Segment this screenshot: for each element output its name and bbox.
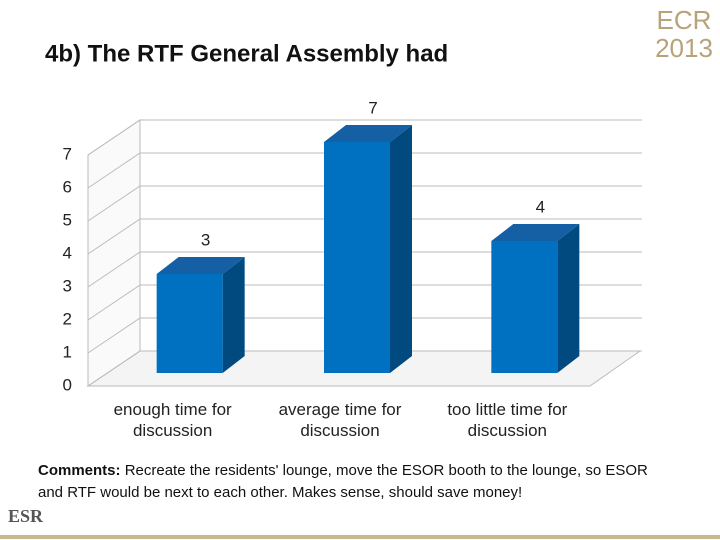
comment-label: Comments: bbox=[38, 462, 121, 479]
data-label: 3 bbox=[201, 230, 210, 249]
y-tick-label: 6 bbox=[63, 177, 72, 196]
data-label: 7 bbox=[368, 98, 377, 117]
grid-line bbox=[87, 284, 642, 321]
logo-ecr: ECR bbox=[657, 5, 712, 35]
bar-side bbox=[222, 257, 245, 373]
y-tick-label: 1 bbox=[63, 342, 72, 361]
chart-side-wall bbox=[87, 119, 141, 387]
bar-top bbox=[491, 224, 580, 241]
y-tick-label: 3 bbox=[63, 276, 72, 295]
y-tick-label: 5 bbox=[63, 210, 72, 229]
grid-line bbox=[87, 185, 642, 222]
y-tick-label: 7 bbox=[63, 144, 72, 163]
bar-front bbox=[491, 241, 558, 373]
x-tick-label: enough time for discussion bbox=[113, 400, 232, 440]
chart-title: 4b) The RTF General Assembly had bbox=[45, 40, 448, 67]
grid-line bbox=[87, 152, 642, 189]
grid-line bbox=[87, 251, 642, 288]
bar-front bbox=[156, 274, 223, 373]
y-tick-label: 4 bbox=[63, 243, 72, 262]
comment-text: Recreate the residents' lounge, move the… bbox=[38, 462, 648, 501]
comment: Comments: Recreate the residents' lounge… bbox=[38, 460, 658, 504]
x-tick-label: too little time for discussion bbox=[447, 400, 568, 440]
bar bbox=[324, 125, 412, 373]
bar-side bbox=[390, 125, 412, 373]
grid-line bbox=[87, 119, 642, 156]
grid-line bbox=[87, 317, 642, 354]
x-tick-label: average time for discussion bbox=[278, 400, 402, 440]
grid-line bbox=[87, 218, 642, 255]
data-label: 4 bbox=[536, 197, 545, 216]
logo-esr: ESR bbox=[8, 506, 44, 526]
logo-year: 2013 bbox=[655, 33, 713, 63]
bar-top bbox=[156, 257, 245, 274]
bar bbox=[491, 224, 580, 373]
bar-front bbox=[324, 142, 390, 373]
bar-side bbox=[557, 224, 580, 373]
y-tick-label: 2 bbox=[63, 309, 72, 328]
bar bbox=[156, 257, 245, 373]
bar-top bbox=[324, 125, 412, 142]
y-tick-label: 0 bbox=[63, 375, 72, 394]
grid-line bbox=[87, 350, 642, 387]
